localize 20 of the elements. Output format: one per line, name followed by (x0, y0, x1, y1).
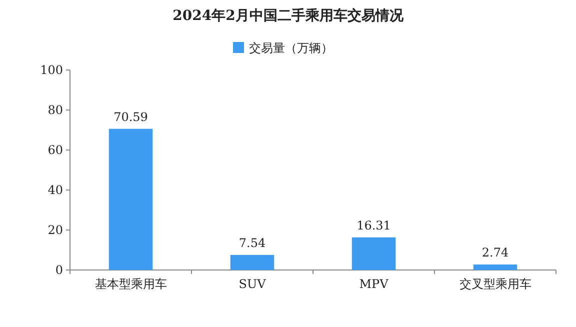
data-label: 16.31 (356, 218, 391, 232)
y-tick-label: 0 (55, 263, 63, 277)
y-tick-label: 40 (48, 183, 63, 197)
data-label: 2.74 (482, 246, 509, 260)
x-tick-label: 交叉型乘用车 (459, 277, 532, 291)
bar (108, 128, 153, 270)
bar (473, 264, 518, 270)
y-tick-label: 100 (40, 63, 63, 77)
y-tick-label: 80 (48, 103, 63, 117)
x-tick-label: SUV (238, 277, 266, 291)
data-label: 70.59 (114, 110, 148, 124)
bar (230, 254, 274, 270)
chart-title: 2024年2月中国二手乘用车交易情况 (172, 7, 404, 24)
x-tick-label: MPV (359, 277, 389, 291)
bar (352, 237, 396, 270)
y-tick-label: 60 (48, 143, 63, 157)
legend-label: 交易量（万辆） (249, 41, 333, 55)
x-tick-label: 基本型乘用车 (94, 277, 167, 291)
data-label: 7.54 (238, 236, 266, 250)
y-tick-label: 20 (48, 223, 63, 237)
